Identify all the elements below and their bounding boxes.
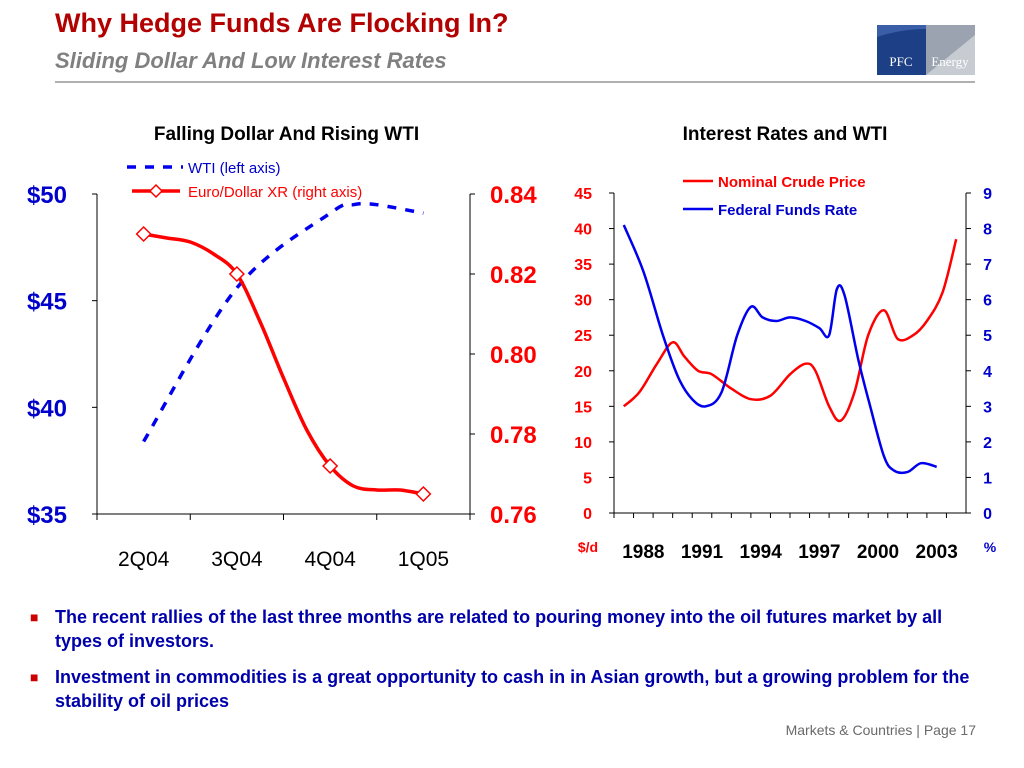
chart2-left-tick-label: 15 bbox=[574, 399, 592, 416]
chart2-left-unit-label: $/d bbox=[578, 539, 598, 555]
chart2-left-tick-label: 25 bbox=[574, 328, 592, 345]
chart2-left-tick-label: 40 bbox=[574, 222, 592, 239]
chart2-right-tick-label: 2 bbox=[983, 435, 992, 452]
chart1-right-tick-label: 0.82 bbox=[490, 262, 537, 289]
chart2-right-tick-label: 0 bbox=[983, 506, 992, 523]
bullet-square-icon: ■ bbox=[30, 669, 39, 685]
fed-funds-series-line bbox=[622, 224, 938, 475]
chart1-left-tick-label: $35 bbox=[27, 502, 67, 529]
bullet-square-icon: ■ bbox=[30, 609, 39, 625]
chart1-x-tick-label: 3Q04 bbox=[211, 548, 263, 571]
chart2-x-tick-label: 1988 bbox=[622, 542, 664, 563]
chart2-right-tick-label: 1 bbox=[983, 470, 992, 487]
chart2-right-tick-label: 6 bbox=[983, 293, 992, 310]
chart2-right-tick-label: 8 bbox=[983, 222, 992, 239]
svg-text:PFC: PFC bbox=[889, 54, 912, 69]
chart2-right-tick-label: 5 bbox=[983, 328, 992, 345]
chart1-x-tick-label: 4Q04 bbox=[304, 548, 356, 571]
bullet-text: The recent rallies of the last three mon… bbox=[55, 607, 943, 651]
chart2-x-tick-label: 1997 bbox=[798, 542, 840, 563]
bullet-item: ■ The recent rallies of the last three mo… bbox=[30, 605, 980, 653]
chart2-left-tick-label: 45 bbox=[574, 186, 592, 203]
crude-price-series-line bbox=[622, 238, 958, 423]
euro-dollar-marker bbox=[228, 265, 245, 283]
chart2-left-tick-label: 35 bbox=[574, 257, 592, 274]
chart1-left-tick-label: $40 bbox=[27, 395, 67, 422]
chart2-left-tick-label: 10 bbox=[574, 435, 592, 452]
chart1-x-tick-label: 1Q05 bbox=[398, 548, 449, 571]
euro-dollar-marker bbox=[322, 457, 339, 475]
chart2-left-tick-label: 0 bbox=[583, 506, 592, 523]
title-divider bbox=[55, 81, 975, 83]
chart2-x-tick-label: 2000 bbox=[857, 542, 899, 563]
chart2-x-tick-label: 2003 bbox=[916, 542, 958, 563]
slide-title: Why Hedge Funds Are Flocking In? bbox=[55, 8, 509, 38]
legend-crude-label: Nominal Crude Price bbox=[718, 174, 866, 191]
charts-canvas: Falling Dollar And Rising WTI $35 $40 $45 $5… bbox=[27, 124, 997, 571]
chart1-left-tick-label: $45 bbox=[27, 289, 67, 316]
chart1-right-tick-label: 0.84 bbox=[490, 182, 537, 209]
chart2-right-unit-label: % bbox=[984, 539, 997, 555]
chart2-right-tick-label: 9 bbox=[983, 186, 992, 203]
bullet-list: ■ The recent rallies of the last three mo… bbox=[30, 605, 980, 725]
svg-text:Energy: Energy bbox=[931, 54, 969, 69]
chart1-x-tick-label: 2Q04 bbox=[118, 548, 170, 571]
chart2-right-tick-label: 3 bbox=[983, 399, 992, 416]
chart2-right-tick-label: 4 bbox=[983, 364, 992, 381]
bullet-text: Investment in commodities is a great opp… bbox=[55, 667, 970, 711]
chart2-left-tick-label: 20 bbox=[574, 364, 592, 381]
chart2-x-tick-label: 1994 bbox=[740, 542, 783, 563]
legend-wti-label: WTI (left axis) bbox=[188, 160, 281, 177]
chart1-left-tick-label: $50 bbox=[27, 182, 67, 209]
pfc-energy-logo: PFC Energy bbox=[877, 25, 975, 75]
chart2-title: Interest Rates and WTI bbox=[683, 124, 888, 145]
chart1-right-tick-label: 0.78 bbox=[490, 422, 537, 449]
wti-series-line bbox=[142, 201, 424, 443]
legend-euro-dollar-marker bbox=[148, 183, 164, 199]
chart2-x-tick-label: 1991 bbox=[681, 542, 724, 563]
chart1-title: Falling Dollar And Rising WTI bbox=[154, 124, 419, 145]
euro-dollar-marker bbox=[135, 225, 152, 243]
legend-fed-funds-label: Federal Funds Rate bbox=[718, 202, 857, 219]
euro-dollar-series-line bbox=[143, 232, 424, 496]
chart1-right-tick-label: 0.80 bbox=[490, 342, 537, 369]
euro-dollar-marker bbox=[415, 485, 432, 503]
chart2-left-tick-label: 5 bbox=[583, 470, 592, 487]
chart2-left-tick-label: 30 bbox=[574, 293, 592, 310]
slide-subtitle: Sliding Dollar And Low Interest Rates bbox=[55, 48, 447, 73]
bullet-item: ■ Investment in commodities is a great op… bbox=[30, 665, 980, 713]
legend-euro-dollar-label: Euro/Dollar XR (right axis) bbox=[188, 184, 362, 201]
chart2-right-tick-label: 7 bbox=[983, 257, 992, 274]
footer-page-info: Markets & Countries | Page 17 bbox=[785, 722, 976, 738]
chart1-right-tick-label: 0.76 bbox=[490, 502, 537, 529]
